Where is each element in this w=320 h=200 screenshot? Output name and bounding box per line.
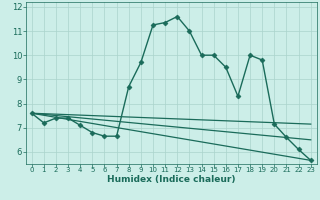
X-axis label: Humidex (Indice chaleur): Humidex (Indice chaleur)	[107, 175, 236, 184]
